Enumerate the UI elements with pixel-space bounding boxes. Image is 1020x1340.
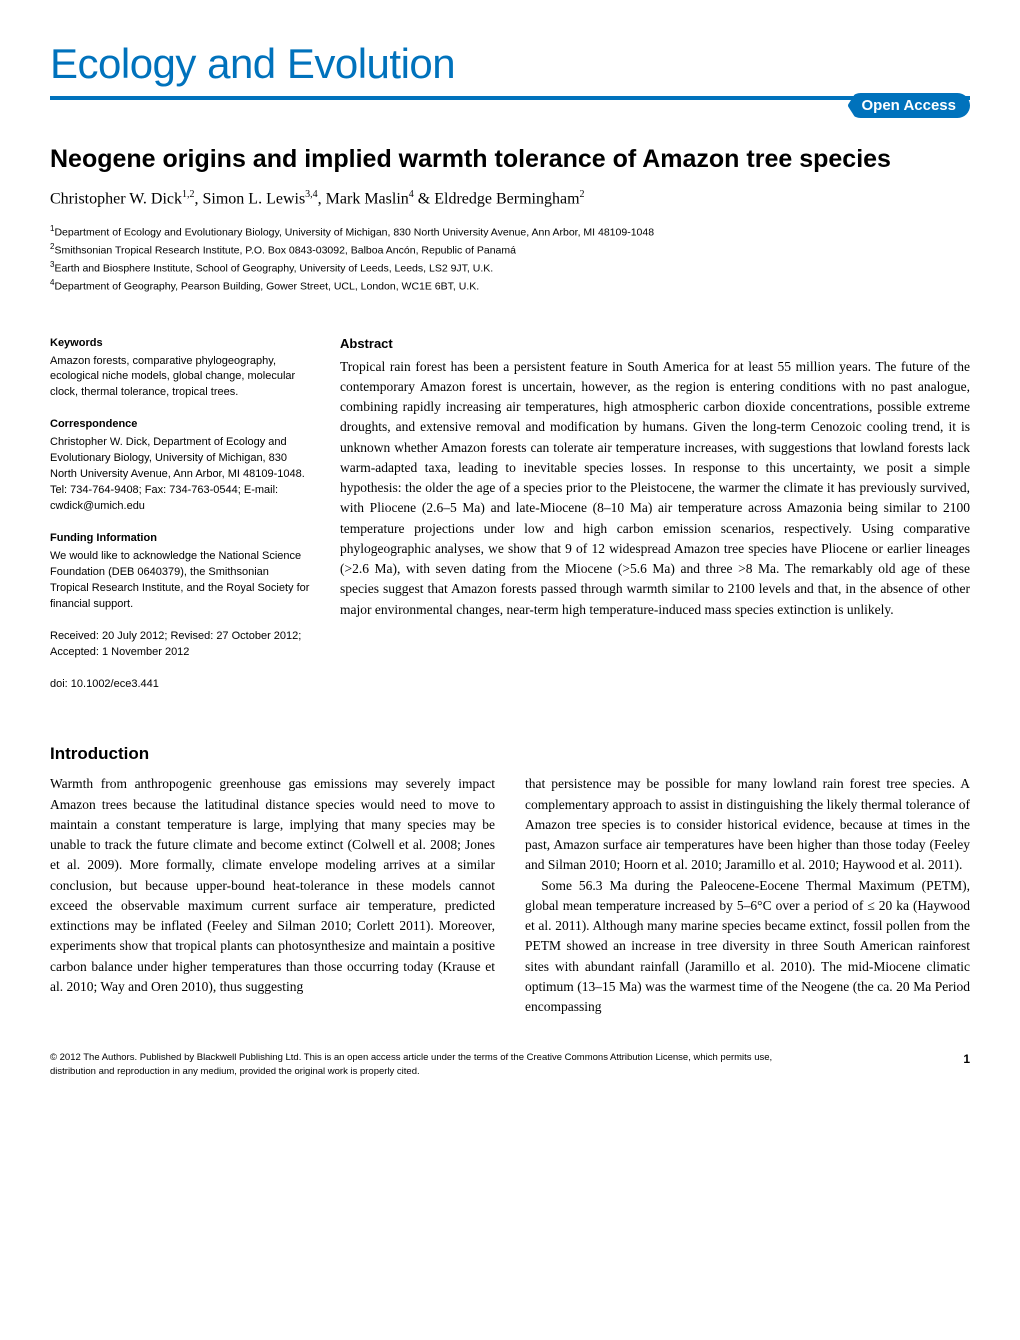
open-access-badge: Open Access <box>848 93 971 118</box>
funding-text: We would like to acknowledge the Nationa… <box>50 549 310 613</box>
header-rule: Open Access <box>50 96 970 126</box>
body-paragraph: Warmth from anthropogenic greenhouse gas… <box>50 774 495 997</box>
introduction-heading: Introduction <box>50 744 970 764</box>
article-title: Neogene origins and implied warmth toler… <box>50 144 970 175</box>
copyright-text: © 2012 The Authors. Published by Blackwe… <box>50 1051 786 1078</box>
affiliation-line: 4Department of Geography, Pearson Buildi… <box>50 277 970 295</box>
sidebar-metadata: Keywords Amazon forests, comparative phy… <box>50 336 310 709</box>
dates-text: Received: 20 July 2012; Revised: 27 Octo… <box>50 629 310 661</box>
keywords-label: Keywords <box>50 336 310 352</box>
correspondence-label: Correspondence <box>50 417 310 433</box>
affiliation-line: 2Smithsonian Tropical Research Institute… <box>50 241 970 259</box>
body-paragraph: Some 56.3 Ma during the Paleocene-Eocene… <box>525 876 970 1018</box>
keywords-text: Amazon forests, comparative phylogeograp… <box>50 354 310 402</box>
page-footer: © 2012 The Authors. Published by Blackwe… <box>50 1051 970 1078</box>
doi-text: doi: 10.1002/ece3.441 <box>50 677 310 693</box>
correspondence-block: Correspondence Christopher W. Dick, Depa… <box>50 417 310 515</box>
body-column-right: that persistence may be possible for man… <box>525 774 970 1017</box>
keywords-block: Keywords Amazon forests, comparative phy… <box>50 336 310 402</box>
correspondence-text: Christopher W. Dick, Department of Ecolo… <box>50 435 310 515</box>
affiliation-line: 1Department of Ecology and Evolutionary … <box>50 223 970 241</box>
funding-block: Funding Information We would like to ack… <box>50 531 310 613</box>
affiliation-line: 3Earth and Biosphere Institute, School o… <box>50 259 970 277</box>
body-paragraph: that persistence may be possible for man… <box>525 774 970 875</box>
journal-header: Ecology and Evolution <box>50 40 970 88</box>
affiliations-list: 1Department of Ecology and Evolutionary … <box>50 223 970 296</box>
doi-block: doi: 10.1002/ece3.441 <box>50 677 310 693</box>
journal-name: Ecology and Evolution <box>50 40 455 87</box>
dates-block: Received: 20 July 2012; Revised: 27 Octo… <box>50 629 310 661</box>
abstract-text: Tropical rain forest has been a persiste… <box>340 357 970 620</box>
funding-label: Funding Information <box>50 531 310 547</box>
page-number: 1 <box>963 1051 970 1078</box>
abstract-label: Abstract <box>340 336 970 351</box>
body-text-columns: Warmth from anthropogenic greenhouse gas… <box>50 774 970 1017</box>
body-column-left: Warmth from anthropogenic greenhouse gas… <box>50 774 495 1017</box>
abstract-column: Abstract Tropical rain forest has been a… <box>340 336 970 709</box>
author-list: Christopher W. Dick1,2, Simon L. Lewis3,… <box>50 189 970 208</box>
